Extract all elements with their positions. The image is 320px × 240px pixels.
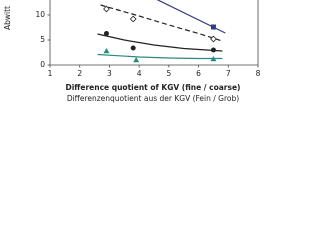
trend-line [156,0,226,34]
trend-line [97,53,223,60]
marker [103,5,110,13]
marker [210,47,216,53]
x-tick-label: 6 [196,69,201,78]
x-axis-label-2: Differenzenquotient aus der KGV (Fein / … [67,94,239,103]
marker [210,56,217,62]
y-tick-label: 5 [40,35,45,44]
marker [210,24,216,30]
plot-area [97,0,226,63]
x-tick-label: 3 [107,69,112,78]
chart: Abwitt Difference quotient of KGV (fine … [3,0,261,103]
x-tick-label: 8 [256,69,261,78]
y-tick-label: 10 [35,10,45,19]
x-axis-label: Difference quotient of KGV (fine / coars… [66,83,241,92]
y-axis-label: Abwitt [3,6,12,30]
marker [129,15,137,23]
marker [133,57,140,63]
marker [103,48,110,54]
x-tick-label: 2 [77,69,82,78]
marker [210,35,217,43]
x-tick-label: 1 [48,69,53,78]
x-tick-label: 4 [137,69,142,78]
x-tick-label: 7 [226,69,231,78]
trend-line [100,4,223,42]
marker [103,31,109,36]
trend-line [97,33,223,52]
y-tick-label: 0 [40,60,45,69]
marker [130,45,136,51]
x-tick-label: 5 [166,69,171,78]
